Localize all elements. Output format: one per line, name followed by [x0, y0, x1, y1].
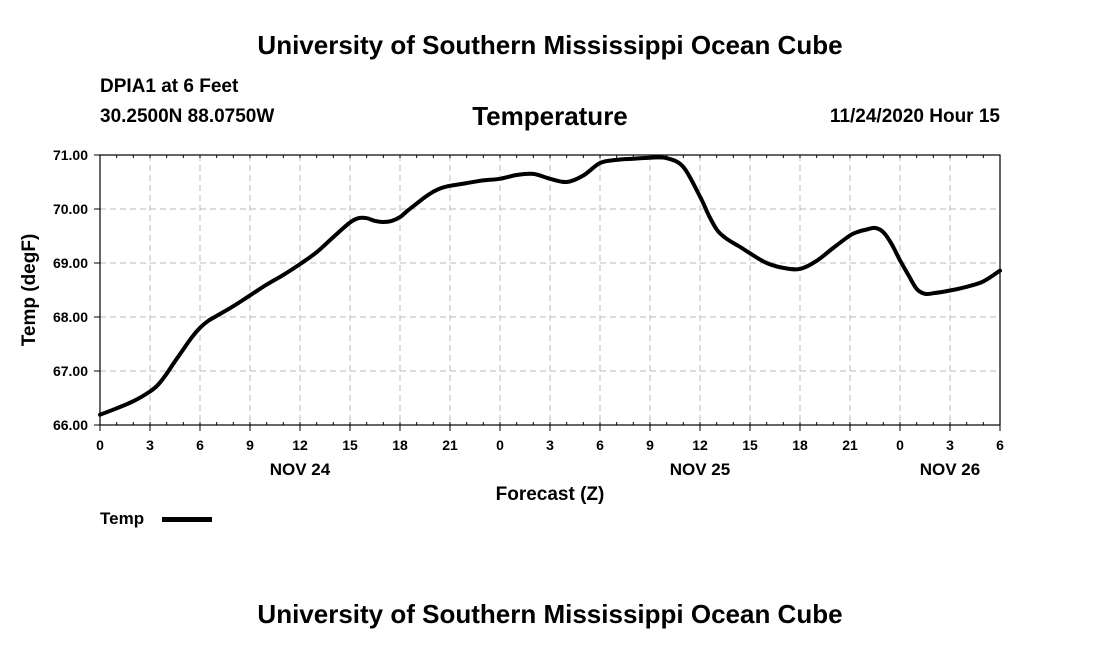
x-tick-label: 12	[292, 437, 308, 453]
x-tick-label: 9	[246, 437, 254, 453]
legend-label: Temp	[100, 509, 145, 528]
y-tick-label: 70.00	[53, 201, 88, 217]
x-tick-label: 6	[596, 437, 604, 453]
x-tick-label: 0	[96, 437, 104, 453]
station-coordinates: 30.2500N 88.0750W	[100, 106, 275, 127]
series-line-temp	[98, 155, 1002, 417]
series-layer	[98, 155, 1002, 417]
x-tick-label: 21	[442, 437, 458, 453]
chart-title: Temperature	[472, 101, 628, 131]
axes: 66.00 67.00 68.00 69.00 70.00 71.00 0 3 6 9 12 15 18…	[53, 147, 1004, 479]
x-tick-label: 9	[646, 437, 654, 453]
plot-frame	[99, 154, 1001, 426]
x-tick-label: 18	[792, 437, 808, 453]
legend-swatch	[162, 517, 212, 522]
y-tick-label: 66.00	[53, 417, 88, 433]
x-tick-label: 18	[392, 437, 408, 453]
page-title: University of Southern Mississippi Ocean…	[257, 30, 843, 60]
x-tick-label: 3	[146, 437, 154, 453]
y-tick-label: 68.00	[53, 309, 88, 325]
x-tick-label: 3	[546, 437, 554, 453]
x-tick-label: 0	[496, 437, 504, 453]
x-tick-label: 6	[996, 437, 1004, 453]
x-tick-label: 15	[342, 437, 358, 453]
date-label: NOV 24	[270, 460, 331, 479]
y-tick-label: 69.00	[53, 255, 88, 271]
station-name: DPIA1 at 6 Feet	[100, 76, 239, 97]
y-tick-label: 67.00	[53, 363, 88, 379]
forecast-datetime: 11/24/2020 Hour 15	[829, 106, 1000, 127]
date-label: NOV 25	[670, 460, 730, 479]
x-tick-label: 12	[692, 437, 708, 453]
footer-title: University of Southern Mississippi Ocean…	[257, 599, 843, 629]
x-tick-label: 15	[742, 437, 758, 453]
date-label: NOV 26	[920, 460, 980, 479]
x-tick-label: 0	[896, 437, 904, 453]
y-tick-label: 71.00	[53, 147, 88, 163]
x-axis-label: Forecast (Z)	[496, 484, 605, 505]
y-axis-label: Temp (degF)	[19, 234, 40, 347]
temperature-chart: 66.00 67.00 68.00 69.00 70.00 71.00 0 3 6 9 12 15 18…	[19, 147, 1004, 505]
x-tick-label: 3	[946, 437, 954, 453]
grid-lines	[100, 155, 1000, 425]
x-tick-label: 21	[842, 437, 858, 453]
x-tick-label: 6	[196, 437, 204, 453]
